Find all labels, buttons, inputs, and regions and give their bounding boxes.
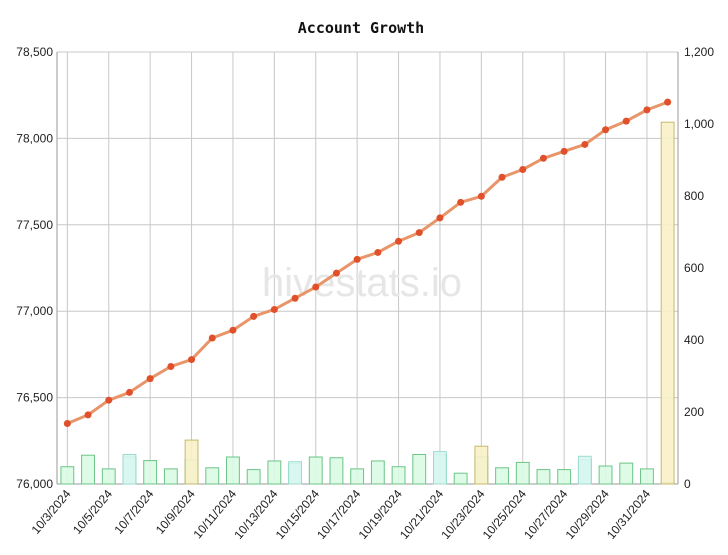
y-right-tick-label: 0: [684, 477, 691, 491]
bar: [370, 460, 385, 485]
data-point: [436, 214, 444, 222]
data-point: [84, 411, 92, 419]
bar: [640, 468, 654, 485]
data-point: [395, 237, 403, 245]
y-right-tick-label: 1,200: [684, 45, 714, 59]
x-tick-label: 10/9/2024: [153, 487, 198, 537]
y-left-tick-label: 76,000: [16, 477, 53, 491]
data-point: [105, 396, 113, 404]
chart-title: Account Growth: [298, 19, 424, 37]
bar: [453, 472, 468, 485]
bar: [557, 469, 572, 485]
y-right-tick-label: 1,000: [684, 117, 714, 131]
x-tick-label: 10/3/2024: [29, 487, 74, 537]
data-point: [581, 140, 589, 148]
y-right-tick-label: 600: [684, 261, 704, 275]
data-point: [643, 106, 651, 114]
bar: [163, 468, 178, 485]
data-point: [374, 248, 382, 256]
bar: [495, 467, 509, 485]
bar: [515, 461, 530, 485]
bar: [536, 469, 551, 485]
bar: [577, 455, 592, 485]
data-point: [332, 269, 340, 277]
data-point: [519, 166, 527, 174]
y-right-tick-label: 800: [684, 189, 704, 203]
data-point: [167, 362, 175, 370]
data-point: [208, 334, 216, 342]
y-left-tick-label: 78,000: [16, 131, 53, 145]
data-point: [415, 229, 423, 237]
bar: [391, 466, 406, 485]
bar: [660, 121, 675, 485]
bar: [474, 445, 489, 485]
data-point: [498, 173, 506, 181]
data-point: [312, 283, 320, 291]
bar: [433, 451, 447, 485]
y-right-tick-label: 400: [684, 333, 704, 347]
bar: [184, 439, 199, 485]
bar: [288, 461, 302, 485]
bar: [246, 469, 261, 485]
data-point: [63, 420, 71, 428]
data-point: [125, 388, 133, 396]
bar: [350, 468, 365, 485]
data-point: [539, 154, 547, 162]
bar: [226, 456, 240, 485]
x-tick-label: 10/5/2024: [70, 487, 115, 537]
bar: [143, 460, 158, 485]
y-left-tick-label: 78,500: [16, 45, 53, 59]
data-point: [602, 126, 610, 134]
account-growth-line: [66, 100, 669, 425]
y-left-tick-label: 77,500: [16, 218, 53, 232]
y-left-tick-label: 76,500: [16, 391, 53, 405]
bar: [81, 454, 95, 485]
data-point: [229, 326, 237, 334]
bar: [619, 462, 634, 485]
bar: [308, 456, 323, 485]
bar: [101, 468, 116, 485]
data-point: [457, 198, 465, 206]
bar: [329, 457, 344, 485]
bar: [412, 453, 427, 485]
data-point: [146, 375, 154, 383]
data-point: [250, 312, 258, 320]
y-right-tick-label: 200: [684, 405, 704, 419]
bar: [205, 467, 220, 485]
data-point: [291, 294, 299, 302]
data-point: [188, 356, 196, 364]
bar: [122, 453, 137, 485]
bar: [598, 465, 613, 485]
x-tick-label: 10/31/2024: [604, 487, 654, 542]
data-point: [270, 305, 278, 313]
x-tick-label: 10/7/2024: [111, 487, 156, 537]
bar: [267, 460, 282, 485]
y-left-tick-label: 77,000: [16, 304, 53, 318]
data-point: [560, 147, 568, 155]
data-point: [622, 117, 630, 125]
data-point: [664, 98, 672, 106]
data-point: [477, 192, 485, 200]
data-point: [353, 255, 361, 263]
bar: [60, 466, 75, 485]
